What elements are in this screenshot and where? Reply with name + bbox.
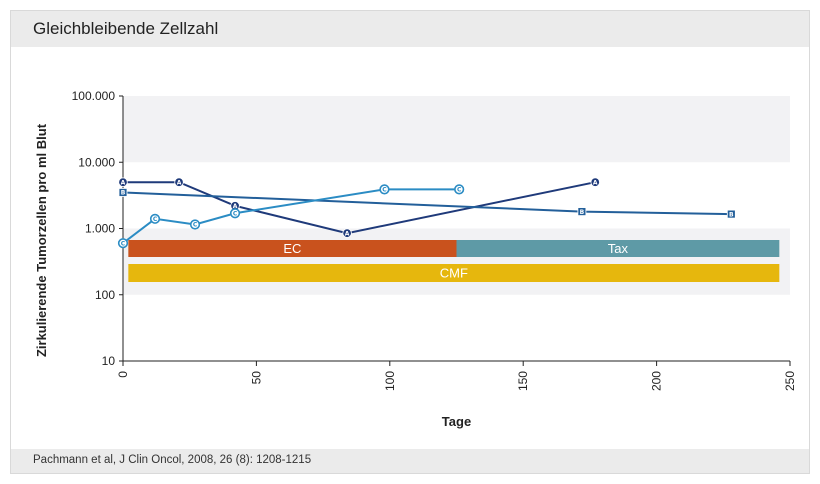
svg-text:B: B: [729, 211, 734, 218]
y-tick-label: 1.000: [85, 222, 115, 236]
x-tick-label: 0: [116, 371, 130, 378]
data-point-C: C: [454, 184, 465, 195]
svg-text:C: C: [153, 216, 158, 223]
svg-text:A: A: [121, 179, 126, 186]
svg-text:C: C: [193, 222, 198, 229]
x-tick-label: 250: [783, 371, 797, 391]
data-point-A: A: [342, 228, 352, 238]
data-point-C: C: [117, 238, 129, 249]
background-bands: [123, 96, 790, 295]
data-point-B: B: [118, 188, 128, 197]
therapy-label-tax: Tax: [608, 241, 629, 256]
chart-title: Gleichbleibende Zellzahl: [33, 19, 219, 38]
svg-text:A: A: [177, 179, 182, 186]
svg-text:C: C: [457, 187, 462, 194]
data-point-C: C: [229, 208, 241, 219]
svg-text:A: A: [233, 203, 238, 210]
y-tick-label: 100: [95, 288, 115, 302]
y-tick-label: 100.000: [72, 89, 116, 103]
data-point-B: B: [577, 207, 587, 216]
title-bar: Gleichbleibende Zellzahl: [11, 11, 809, 47]
data-point-A: A: [590, 177, 600, 187]
data-point-B: B: [726, 209, 736, 219]
y-axis-label: Zirkulierende Tumorzellen pro ml Blut: [34, 123, 49, 357]
data-point-A: A: [118, 177, 128, 187]
data-point-C: C: [149, 213, 161, 224]
series-A: A A A A A: [118, 177, 600, 238]
svg-text:B: B: [580, 209, 585, 216]
x-axis-label: Tage: [442, 414, 471, 429]
x-tick-label: 150: [516, 371, 530, 391]
y-tick-label: 10.000: [78, 155, 115, 169]
band-decade-10000-100000: [123, 96, 790, 163]
axes: 10 100 1.000 10.000 100.000 0 50 100 150 200 250: [72, 89, 797, 391]
data-point-C: C: [189, 219, 201, 230]
x-tick-label: 200: [650, 371, 664, 391]
svg-text:C: C: [233, 210, 238, 217]
therapy-label-cmf: CMF: [440, 266, 468, 281]
svg-text:C: C: [382, 187, 387, 194]
footer-bar: Pachmann et al, J Clin Oncol, 2008, 26 (…: [11, 449, 809, 473]
data-point-C: C: [379, 184, 390, 195]
series-line-B: [122, 191, 732, 216]
svg-text:C: C: [121, 240, 126, 247]
data-point-A: A: [174, 177, 184, 187]
therapy-bars: EC Tax CMF: [128, 240, 780, 282]
svg-text:A: A: [593, 179, 598, 186]
citation-footer: Pachmann et al, J Clin Oncol, 2008, 26 (…: [33, 454, 312, 466]
svg-text:A: A: [345, 230, 350, 237]
series-B: B B B: [118, 188, 736, 219]
therapy-bar-tax: [456, 240, 780, 257]
y-tick-label: 10: [102, 354, 116, 368]
x-tick-label: 50: [249, 371, 263, 385]
therapy-bar-cmf: [128, 264, 780, 282]
therapy-bar-ec: [128, 240, 457, 257]
band-decade-100-1000: [123, 228, 790, 295]
svg-text:B: B: [121, 190, 126, 197]
x-tick-label: 100: [383, 371, 397, 391]
series-line-C: [122, 188, 460, 244]
therapy-label-ec: EC: [283, 241, 301, 256]
series-C: C C C C C C: [117, 184, 465, 249]
